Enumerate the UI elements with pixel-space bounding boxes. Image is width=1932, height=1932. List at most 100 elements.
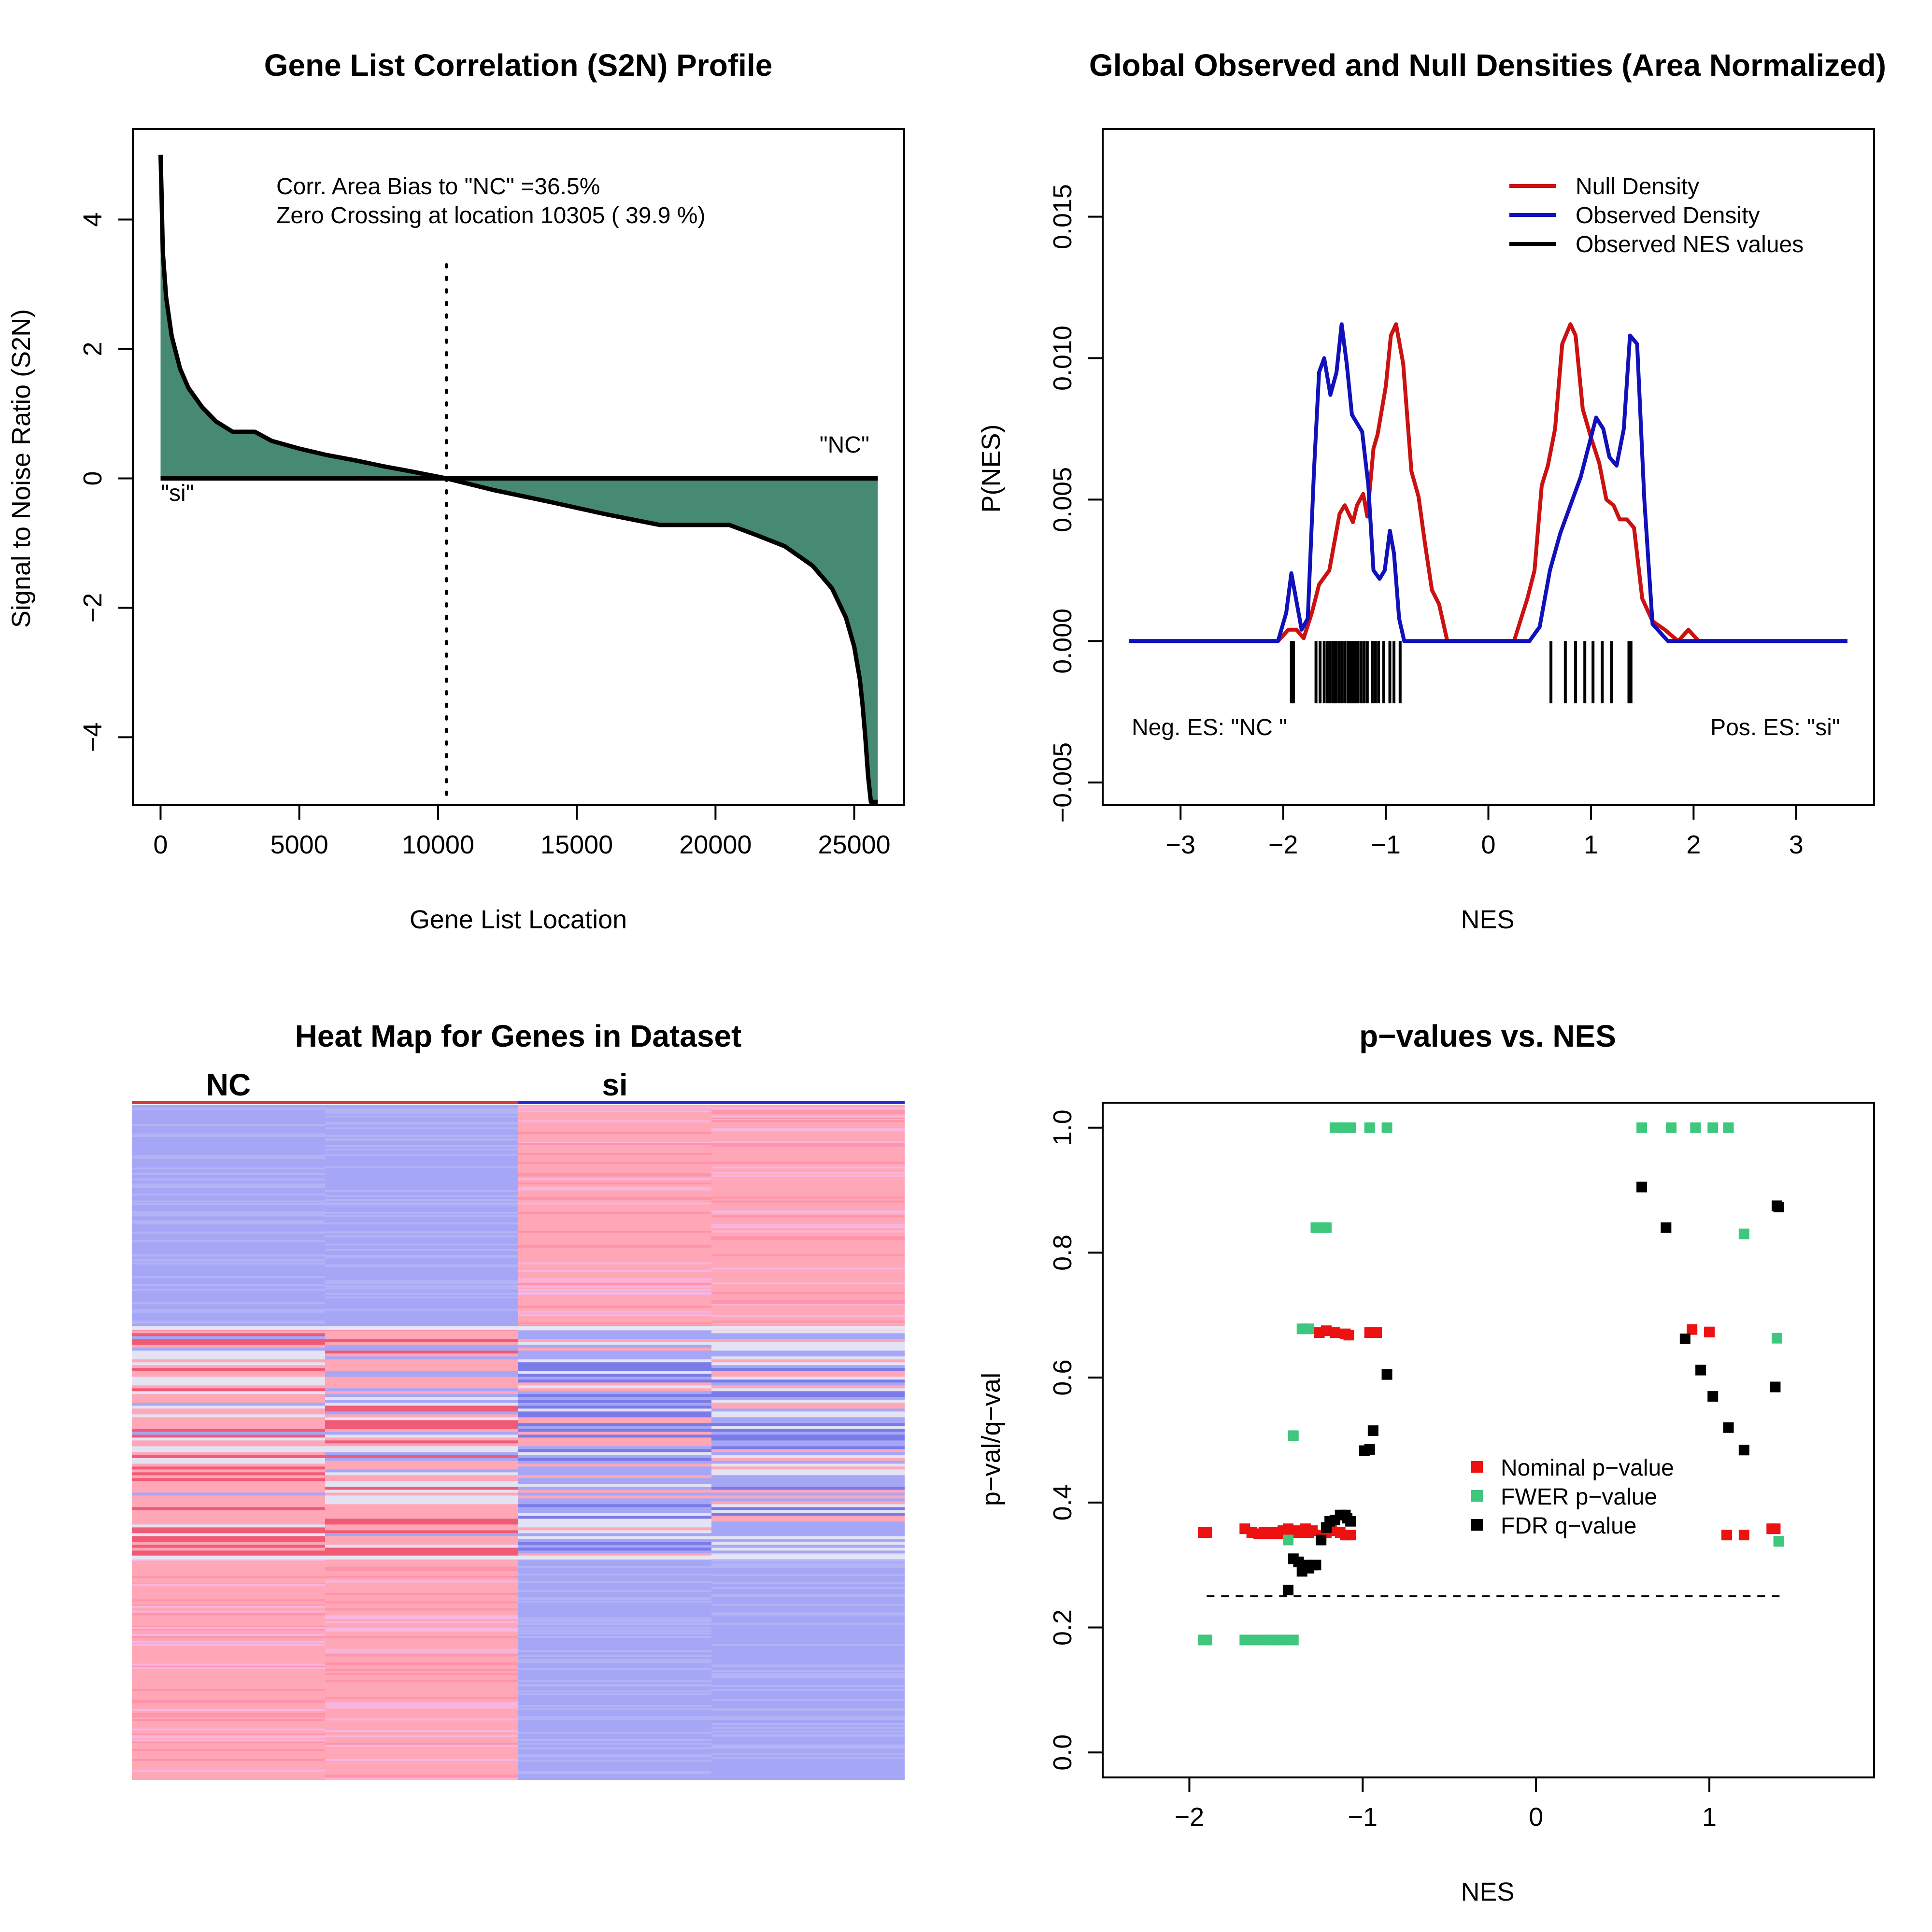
heatmap-row-cell xyxy=(518,1492,711,1496)
heatmap-texture-line xyxy=(325,1296,518,1299)
heatmap-texture-line xyxy=(711,1226,905,1228)
heatmap-texture-line xyxy=(132,1276,325,1279)
fdr-point-24 xyxy=(1707,1391,1719,1402)
heatmap-texture-line xyxy=(518,1680,711,1682)
heatmap-texture-line xyxy=(518,1684,711,1686)
heatmap-row-cell xyxy=(132,1394,325,1397)
heatmap-row-cell xyxy=(325,1426,518,1429)
pvalues-xtick-label-2: 0 xyxy=(1529,1803,1543,1832)
heatmap-texture-line xyxy=(132,1284,325,1286)
nominal-point-27 xyxy=(1343,1330,1354,1341)
heatmap-texture-line xyxy=(518,1623,711,1625)
heatmap-texture-line xyxy=(518,1636,711,1638)
heatmap-divider-bottom xyxy=(132,1555,905,1560)
heatmap-row-cell xyxy=(518,1472,711,1476)
heatmap-texture-line xyxy=(132,1749,325,1751)
s2n-ytick-label-0: −4 xyxy=(78,723,107,753)
heatmap-row-cell xyxy=(132,1440,325,1444)
fwer-point-24 xyxy=(1288,1430,1299,1441)
heatmap-row-cell xyxy=(711,1463,905,1467)
heatmap-row-cell xyxy=(518,1397,711,1400)
heatmap-row-cell xyxy=(711,1362,905,1365)
heatmap-texture-line xyxy=(132,1636,325,1638)
heatmap-texture-line xyxy=(711,1142,905,1145)
density-line-layer xyxy=(1129,322,1847,643)
heatmap-row-cell xyxy=(711,1548,905,1551)
legend-nominal-swatch xyxy=(1471,1461,1483,1473)
heatmap-texture-line xyxy=(325,1265,518,1267)
fwer-point-23 xyxy=(1381,1122,1392,1133)
heatmap-row-cell xyxy=(518,1548,711,1551)
heatmap-row-cell xyxy=(518,1388,711,1392)
heatmap-row-cell xyxy=(132,1339,325,1342)
heatmap-row-cell xyxy=(325,1519,518,1522)
heatmap-row-cell xyxy=(132,1519,325,1522)
heatmap-row-cell xyxy=(711,1411,905,1415)
heatmap-texture-line xyxy=(325,1601,518,1604)
heatmap-texture-line xyxy=(518,1211,711,1214)
s2n-ytick-label-1: −2 xyxy=(78,593,107,623)
heatmap-texture-line xyxy=(711,1162,905,1164)
heatmap-row-cell xyxy=(325,1530,518,1534)
heatmap-texture-line xyxy=(132,1667,325,1669)
heatmap-texture-line xyxy=(132,1321,325,1323)
heatmap-row-cell xyxy=(132,1374,325,1377)
heatmap-texture-line xyxy=(711,1175,905,1177)
fwer-point-11 xyxy=(1288,1634,1299,1646)
heatmap-row-cell xyxy=(518,1417,711,1421)
heatmap-texture-line xyxy=(711,1604,905,1606)
heatmap-texture-line xyxy=(711,1110,905,1112)
heatmap-texture-line xyxy=(711,1115,905,1118)
heatmap-row-cell xyxy=(711,1379,905,1383)
heatmap-row-cell xyxy=(518,1527,711,1531)
heatmap-texture-line xyxy=(325,1621,518,1623)
heatmap-texture-line xyxy=(132,1231,325,1234)
heatmap-row-cell xyxy=(518,1478,711,1481)
heatmap-row-cell xyxy=(132,1466,325,1470)
heatmap-texture-line xyxy=(325,1669,518,1672)
heatmap-row-cell xyxy=(518,1510,711,1513)
fdr-point-23 xyxy=(1695,1364,1706,1376)
nominal-point-22 xyxy=(1345,1530,1356,1541)
heatmap-texture-line xyxy=(325,1145,518,1147)
density-neg-es-label: Neg. ES: "NC " xyxy=(1132,715,1287,740)
heatmap-row-cell xyxy=(325,1362,518,1365)
heatmap-row-cell xyxy=(325,1429,518,1432)
heatmap-texture-line xyxy=(518,1707,711,1710)
heatmap-row-cell xyxy=(711,1420,905,1423)
fdr-point-21 xyxy=(1661,1222,1672,1233)
heatmap-row-cell xyxy=(325,1545,518,1548)
heatmap-texture-line xyxy=(711,1587,905,1590)
heatmap-texture-line xyxy=(711,1689,905,1691)
s2n-label-si: "si" xyxy=(161,481,194,506)
pvalues-title: p−values vs. NES xyxy=(1359,1019,1616,1053)
heatmap-row-cell xyxy=(518,1353,711,1357)
heatmap-texture-line xyxy=(132,1108,325,1110)
heatmap-texture-line xyxy=(132,1214,325,1217)
heatmap-row-cell xyxy=(518,1487,711,1490)
heatmap-row-cell xyxy=(518,1516,711,1519)
heatmap-row-cell xyxy=(518,1342,711,1345)
heatmap-texture-line xyxy=(325,1280,518,1282)
heatmap-texture-line xyxy=(132,1641,325,1643)
heatmap-row-cell xyxy=(711,1449,905,1452)
heatmap-texture-line xyxy=(518,1120,711,1122)
heatmap-row-cell xyxy=(132,1348,325,1351)
heatmap-texture-line xyxy=(325,1654,518,1657)
heatmap-texture-line xyxy=(518,1650,711,1652)
density-xtick-label-4: 1 xyxy=(1584,830,1598,859)
heatmap-texture-line xyxy=(325,1593,518,1595)
heatmap-row-cell xyxy=(711,1414,905,1418)
heatmap-texture-line xyxy=(711,1753,905,1755)
heatmap-texture-line xyxy=(325,1704,518,1706)
heatmap-texture-line xyxy=(711,1612,905,1615)
s2n-area-layer xyxy=(158,155,878,804)
heatmap-row-cell xyxy=(132,1521,325,1525)
heatmap-texture-line xyxy=(325,1636,518,1638)
heatmap-row-cell xyxy=(132,1536,325,1539)
heatmap-row-cell xyxy=(325,1452,518,1455)
heatmap-texture-line xyxy=(132,1213,325,1216)
heatmap-row-cell xyxy=(518,1498,711,1502)
heatmap-row-cell xyxy=(325,1446,518,1449)
heatmap-row-cell xyxy=(711,1452,905,1455)
